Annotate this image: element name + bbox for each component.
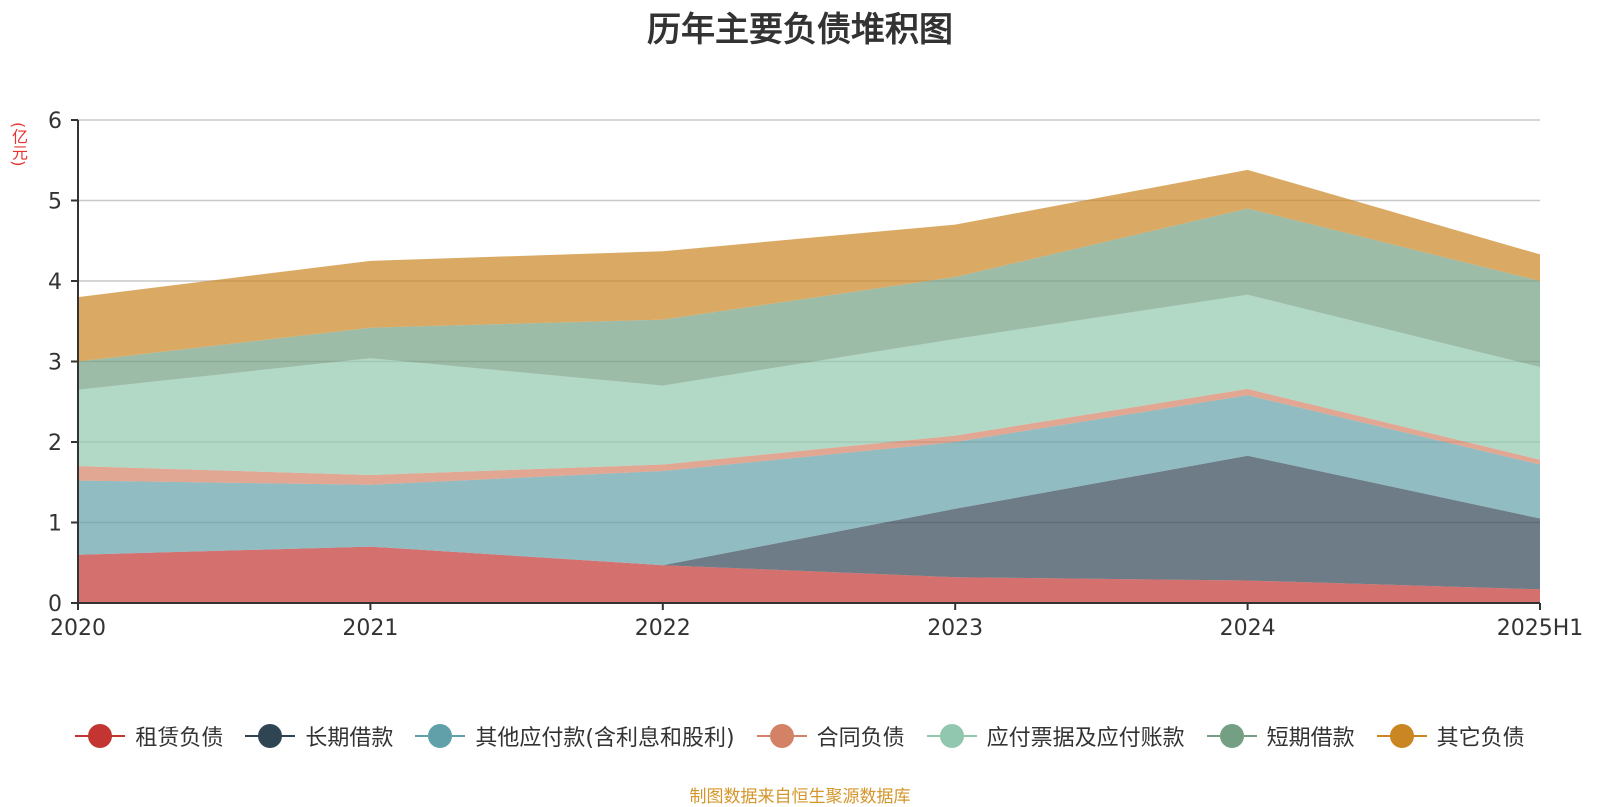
area-series-4	[78, 294, 1540, 475]
area-series-1	[78, 455, 1540, 590]
legend-item-1[interactable]: 长期借款	[245, 720, 393, 752]
area-series-5	[78, 208, 1540, 390]
area-series	[78, 169, 1540, 603]
x-tick-label: 2025H1	[1497, 616, 1584, 641]
legend-item-6[interactable]: 其它负债	[1376, 720, 1525, 752]
x-tick-label: 2024	[1220, 616, 1276, 641]
legend-label: 短期借款	[1266, 726, 1355, 751]
y-tick-label: 0	[48, 592, 62, 617]
area-series-6	[78, 169, 1540, 362]
legend-label: 其他应付款(含利息和股利)	[475, 726, 735, 751]
legend-item-0[interactable]: 租赁负债	[75, 720, 223, 752]
y-tick-label: 3	[48, 351, 62, 376]
legend-marker-icon	[926, 724, 977, 748]
y-tick-label: 5	[48, 190, 62, 215]
area-series-2	[78, 395, 1540, 566]
y-tick-label: 1	[48, 512, 62, 537]
area-series-0	[78, 546, 1540, 603]
area-series-3	[78, 388, 1540, 485]
legend: 租赁负债 长期借款 其他应付款(含利息和股利) 合同负债 应付票据及应付账款 短期借款 其它…	[0, 720, 1600, 752]
legend-marker-icon	[75, 724, 126, 748]
legend-marker-icon	[1206, 724, 1257, 748]
legend-item-3[interactable]: 合同负债	[756, 720, 905, 752]
data-source-note: 制图数据来自恒生聚源数据库	[689, 787, 911, 807]
x-tick-label: 2022	[635, 616, 691, 641]
legend-item-4[interactable]: 应付票据及应付账款	[926, 720, 1185, 752]
y-tick-label: 4	[48, 270, 62, 295]
legend-marker-icon	[415, 724, 466, 748]
legend-label: 应付票据及应付账款	[986, 726, 1185, 751]
legend-marker-icon	[245, 724, 296, 748]
legend-label: 其它负债	[1436, 726, 1525, 751]
x-tick-label: 2021	[342, 616, 398, 641]
legend-label: 租赁负债	[135, 726, 224, 751]
legend-label: 合同负债	[816, 726, 905, 751]
legend-label: 长期借款	[305, 726, 394, 751]
legend-marker-icon	[1376, 724, 1427, 748]
axes: 0 1 2 3 4 5 6 2020 2021 2022 2023 2024 2025H1	[48, 109, 1583, 641]
x-tick-label: 2023	[927, 616, 983, 641]
legend-item-5[interactable]: 短期借款	[1206, 720, 1355, 752]
y-tick-label: 6	[48, 109, 62, 134]
legend-marker-icon	[756, 724, 807, 748]
chart-title: 历年主要负债堆积图	[647, 10, 953, 50]
x-tick-label: 2020	[50, 616, 106, 641]
stacked-area-chart: 0 1 2 3 4 5 6 2020 2021 2022 2023 2024 2025H1	[48, 109, 1583, 641]
legend-item-2[interactable]: 其他应付款(含利息和股利)	[415, 720, 735, 752]
y-axis-unit-label: (亿元)	[9, 122, 28, 167]
y-tick-label: 2	[48, 431, 62, 456]
